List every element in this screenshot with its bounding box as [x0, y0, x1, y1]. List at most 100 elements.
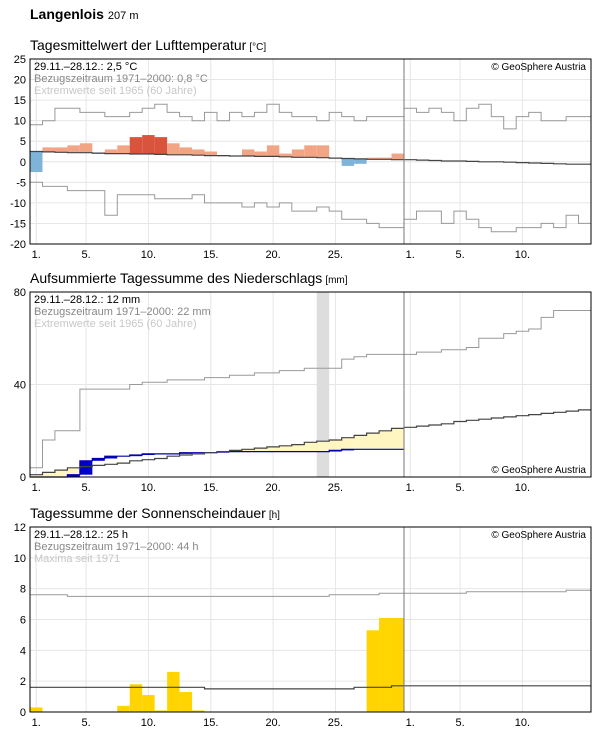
sunshine-bar	[167, 671, 180, 712]
annotation-line: Bezugszeitraum 1971–2000: 0,8 °C	[34, 73, 208, 85]
precipitation-chart: 80 40 0 1. 5. 10. 15. 20. 25. 1. 5. 10. 29.11.–28.12…	[14, 287, 592, 494]
sunshine-panel-title: Tagessumme der Sonnenscheindauer [h]	[30, 505, 280, 521]
temperature-bar	[129, 137, 143, 154]
precipitation-deficit-area	[391, 428, 404, 450]
x-tick-label: 15.	[203, 482, 218, 494]
temperature-bar	[291, 149, 305, 158]
x-tick-label: 5.	[82, 482, 91, 494]
y-tick-label: 4	[20, 645, 26, 657]
y-tick-label: 10	[14, 553, 26, 565]
precipitation-deficit-area	[291, 444, 305, 452]
y-tick-label: 12	[14, 522, 26, 534]
precipitation-deficit-area	[304, 442, 317, 452]
missing-data-band	[316, 292, 330, 477]
y-tick-label: 15	[14, 95, 26, 107]
precipitation-deficit-area	[341, 437, 355, 450]
sunshine-chart: 12 10 8 6 4 2 0 1. 5. 10. 15. 20. 25. 1. 5. 10. 29.11.–2…	[14, 522, 592, 729]
x-tick-label: 10.	[141, 717, 156, 729]
y-tick-label: 20	[14, 75, 26, 87]
x-tick-label: 20.	[265, 482, 280, 494]
temperature-title: Tagesmittelwert der Lufttemperatur	[30, 37, 247, 53]
sunshine-bar	[129, 684, 143, 712]
temperature-bar	[104, 149, 118, 154]
temperature-bar	[192, 149, 205, 156]
temperature-bar	[241, 149, 255, 157]
precipitation-increment-bar	[104, 456, 118, 459]
y-tick-label: 25	[14, 54, 26, 66]
temperature-bar	[42, 147, 55, 152]
precipitation-unit: [mm]	[325, 275, 348, 286]
y-tick-label: 8	[20, 584, 26, 596]
temperature-bar	[179, 147, 193, 155]
temperature-bar	[79, 143, 93, 153]
precipitation-deficit-area	[266, 446, 280, 452]
x-tick-label: 20.	[265, 717, 280, 729]
sunshine-bar	[142, 695, 155, 712]
sunshine-bar	[192, 710, 205, 712]
temperature-bar	[117, 145, 130, 154]
precipitation-normal-line	[30, 409, 591, 476]
sunshine-unit: [h]	[268, 510, 280, 521]
x-tick-label: 1.	[32, 482, 41, 494]
annotation-line: 29.11.–28.12.: 25 h	[34, 529, 128, 541]
copyright-label: © GeoSphere Austria	[491, 465, 586, 476]
sunshine-bar	[179, 691, 193, 712]
precipitation-increment-bar	[92, 458, 105, 461]
x-tick-label: 25.	[328, 717, 343, 729]
precipitation-deficit-area	[379, 430, 392, 450]
precipitation-increment-bar	[67, 474, 80, 477]
temperature-bar	[142, 135, 155, 154]
precipitation-deficit-area	[54, 470, 68, 477]
precipitation-panel-title: Aufsummierte Tagessumme des Niederschlag…	[30, 270, 348, 286]
y-tick-label: 80	[14, 287, 26, 299]
plot-frame	[29, 291, 592, 478]
temperature-bar	[154, 137, 168, 155]
precipitation-cumulative-line	[30, 448, 404, 478]
temperature-min-line	[30, 181, 591, 233]
copyright-label: © GeoSphere Austria	[491, 62, 586, 73]
sunshine-bar	[117, 705, 130, 712]
y-tick-label: 2	[20, 676, 26, 688]
x-tick-label: 1.	[32, 249, 41, 261]
station-name: Langenlois	[30, 6, 104, 22]
precipitation-deficit-area	[67, 467, 80, 475]
x-tick-label: 25.	[328, 482, 343, 494]
sunshine-bar	[391, 617, 404, 712]
x-tick-label: 1.	[406, 482, 415, 494]
y-tick-label: -20	[10, 239, 26, 251]
annotation-line: 29.11.–28.12.: 2,5 °C	[34, 61, 137, 73]
temperature-bar	[316, 145, 330, 158]
temperature-chart: 25 20 15 10 5 0 -5 -10 -15 -20 1. 5. 10. 15. 20. 25. 1. 5…	[10, 54, 592, 261]
x-tick-label: 1.	[32, 717, 41, 729]
x-tick-label: 15.	[203, 249, 218, 261]
temperature-normal-line	[30, 150, 591, 165]
precipitation-max-line	[30, 310, 591, 469]
sunshine-bar	[30, 707, 43, 712]
precipitation-deficit-area	[366, 433, 380, 450]
precipitation-deficit-area	[316, 441, 330, 452]
y-tick-label: 0	[20, 157, 26, 169]
station-elevation: 207 m	[107, 10, 139, 22]
temperature-bar	[67, 145, 80, 153]
x-tick-label: 20.	[265, 249, 280, 261]
x-tick-label: 1.	[406, 717, 415, 729]
temperature-bar	[54, 147, 68, 153]
y-tick-label: 10	[14, 116, 26, 128]
x-tick-label: 10.	[515, 482, 530, 494]
annotation-line: Extremwerte seit 1965 (60 Jahre)	[34, 85, 197, 97]
x-tick-label: 25.	[328, 249, 343, 261]
precipitation-increment-bar	[129, 455, 143, 457]
temperature-bar	[254, 151, 267, 157]
annotation-line: 29.11.–28.12.: 12 mm	[34, 294, 140, 306]
station-header: Langenlois 207 m	[30, 6, 138, 22]
precipitation-deficit-area	[241, 449, 255, 452]
precipitation-deficit-area	[30, 474, 43, 477]
x-tick-label: 5.	[456, 482, 465, 494]
annotation-line: Extremwerte seit 1965 (60 Jahre)	[34, 318, 197, 330]
precipitation-deficit-area	[42, 472, 55, 477]
x-tick-label: 10.	[515, 717, 530, 729]
x-tick-label: 5.	[456, 717, 465, 729]
x-tick-label: 5.	[82, 717, 91, 729]
y-tick-label: -5	[16, 177, 26, 189]
annotation-line: Maxima seit 1971	[34, 553, 120, 565]
